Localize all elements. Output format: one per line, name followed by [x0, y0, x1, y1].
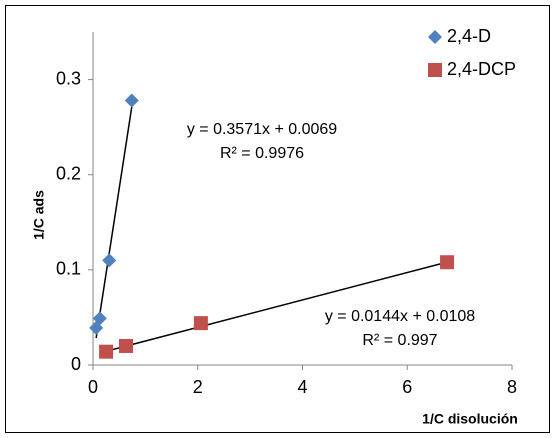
- trendline-r2: R² = 0.997: [362, 332, 437, 349]
- trendline-equation: y = 0.3571x + 0.0069: [187, 121, 337, 138]
- x-tick-label: 2: [193, 377, 203, 397]
- x-axis-label: 1/C disolución: [422, 411, 518, 427]
- point: [118, 338, 133, 353]
- point: [99, 344, 114, 359]
- point: [440, 255, 455, 270]
- trendline: [105, 261, 448, 353]
- x-tick-label: 8: [507, 377, 517, 397]
- y-tick-label: 0.2: [56, 163, 81, 183]
- y-axis-label: 1/C ads: [31, 190, 47, 240]
- point: [193, 316, 208, 331]
- legend-marker: [428, 30, 442, 44]
- trendline-r2: R² = 0.9976: [220, 145, 304, 162]
- y-tick-label: 0.3: [56, 68, 81, 88]
- x-tick-label: 4: [297, 377, 307, 397]
- point: [92, 311, 107, 326]
- legend-label: 2,4-DCP: [447, 59, 516, 79]
- trendline: [95, 106, 133, 339]
- chart-frame: [5, 5, 550, 433]
- trendline-equation: y = 0.0144x + 0.0108: [325, 308, 475, 325]
- x-tick-label: 0: [88, 377, 98, 397]
- x-tick-label: 6: [402, 377, 412, 397]
- point: [102, 253, 117, 268]
- point: [124, 93, 139, 108]
- y-tick-label: 0.1: [56, 259, 81, 279]
- legend-marker: [428, 63, 442, 77]
- y-tick-label: 0: [71, 354, 81, 374]
- legend-label: 2,4-D: [447, 26, 491, 46]
